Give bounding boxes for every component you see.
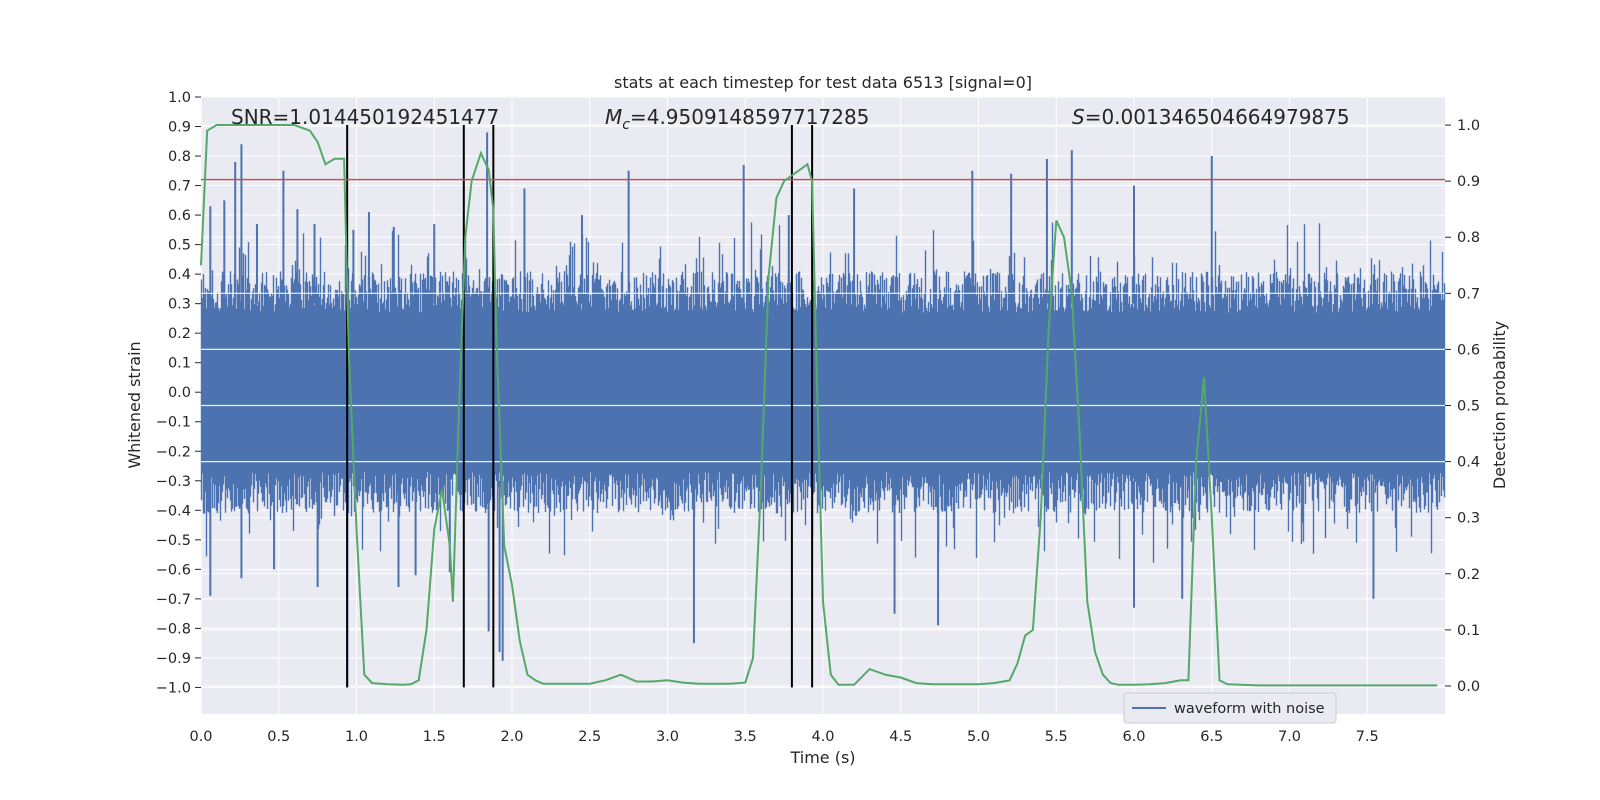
y-tick-label-left: 0.6 bbox=[168, 208, 191, 224]
x-tick-label: 6.5 bbox=[1200, 729, 1223, 745]
y-tick-label-left: −0.1 bbox=[156, 415, 191, 431]
y-tick-label-right: 0.9 bbox=[1457, 174, 1480, 190]
x-tick-label: 3.5 bbox=[734, 729, 757, 745]
y-tick-label-right: 0.6 bbox=[1457, 342, 1480, 358]
x-tick-label: 2.0 bbox=[500, 729, 523, 745]
x-tick-label: 1.0 bbox=[345, 729, 368, 745]
y-tick-label-right: 0.4 bbox=[1457, 455, 1480, 471]
y-tick-label-right: 0.7 bbox=[1457, 286, 1480, 302]
waveform-trace bbox=[200, 222, 1446, 563]
y-tick-label-right: 0.1 bbox=[1457, 623, 1480, 639]
y-tick-label-right: 0.2 bbox=[1457, 567, 1480, 583]
legend-box bbox=[1123, 692, 1337, 724]
x-axis-label: Time (s) bbox=[789, 748, 855, 767]
y-axis-right-label: Detection probability bbox=[1490, 321, 1509, 489]
x-tick-label: 5.0 bbox=[967, 729, 990, 745]
x-tick-label: 4.5 bbox=[889, 729, 912, 745]
y-tick-label-left: −0.4 bbox=[156, 503, 191, 519]
y-tick-label-left: 0.0 bbox=[168, 385, 191, 401]
y-tick-label-right: 1.0 bbox=[1457, 118, 1480, 134]
x-tick-label: 7.0 bbox=[1278, 729, 1301, 745]
y-tick-label-left: −0.6 bbox=[156, 562, 191, 578]
y-tick-label-left: −0.9 bbox=[156, 651, 191, 667]
y-tick-label-left: 0.7 bbox=[168, 179, 191, 195]
chirp-mass-value: =4.9509148597717285 bbox=[630, 105, 869, 129]
y-tick-label-left: −0.5 bbox=[156, 533, 191, 549]
legend-label-waveform: waveform with noise bbox=[1174, 701, 1325, 717]
chart-title: stats at each timestep for test data 651… bbox=[614, 73, 1032, 92]
x-tick-label: 6.0 bbox=[1122, 729, 1145, 745]
detection-probability-trace bbox=[200, 124, 1438, 687]
y-tick-label-right: 0.8 bbox=[1457, 230, 1480, 246]
x-tick-label: 2.5 bbox=[578, 729, 601, 745]
detection-probability-line bbox=[200, 124, 1438, 687]
y-tick-label-left: 0.4 bbox=[168, 267, 191, 283]
y-tick-label-left: 0.8 bbox=[168, 149, 191, 165]
x-tick-label: 5.5 bbox=[1045, 729, 1068, 745]
y-tick-label-left: 1.0 bbox=[168, 90, 191, 106]
y-tick-label-right: 0.3 bbox=[1457, 511, 1480, 527]
snr-annotation: SNR=1.014450192451477 bbox=[231, 105, 499, 129]
significance-annotation: S=0.001346504664979875 bbox=[1072, 105, 1350, 129]
x-tick-label: 0.5 bbox=[267, 729, 290, 745]
chirp-mass-subscript: c bbox=[622, 117, 630, 133]
x-tick-label: 0.0 bbox=[189, 729, 212, 745]
y-tick-label-left: 0.2 bbox=[168, 326, 191, 342]
y-tick-label-left: 0.3 bbox=[168, 297, 191, 313]
x-tick-label: 1.5 bbox=[423, 729, 446, 745]
y-tick-label-left: −0.2 bbox=[156, 444, 191, 460]
y-tick-label-left: −1.0 bbox=[156, 680, 191, 696]
significance-value: =0.001346504664979875 bbox=[1085, 105, 1350, 129]
y-tick-label-left: 0.9 bbox=[168, 120, 191, 136]
y-tick-label-left: 0.1 bbox=[168, 356, 191, 372]
x-tick-label: 3.0 bbox=[656, 729, 679, 745]
y-tick-label-left: 0.5 bbox=[168, 238, 191, 254]
y-tick-label-left: −0.7 bbox=[156, 592, 191, 608]
y-axis-left-label: Whitened strain bbox=[125, 341, 144, 468]
y-tick-label-right: 0.0 bbox=[1457, 679, 1480, 695]
significance-symbol: S bbox=[1072, 105, 1085, 129]
x-tick-label: 4.0 bbox=[811, 729, 834, 745]
x-tick-label: 7.5 bbox=[1356, 729, 1379, 745]
y-tick-label-left: −0.3 bbox=[156, 474, 191, 490]
y-tick-label-right: 0.5 bbox=[1457, 399, 1480, 415]
chirp-mass-annotation: Mc=4.9509148597717285 bbox=[605, 105, 869, 133]
axis-ticks: 0.0 0.5 1.0 1.5 2.0 2.5 3.0 3.5 4.0 4.5 5.0 5.5 6.0 6… bbox=[156, 90, 1480, 745]
chirp-mass-symbol: M bbox=[605, 105, 622, 129]
legend[interactable]: waveform with noise bbox=[1123, 692, 1337, 724]
y-tick-label-left: −0.8 bbox=[156, 621, 191, 637]
